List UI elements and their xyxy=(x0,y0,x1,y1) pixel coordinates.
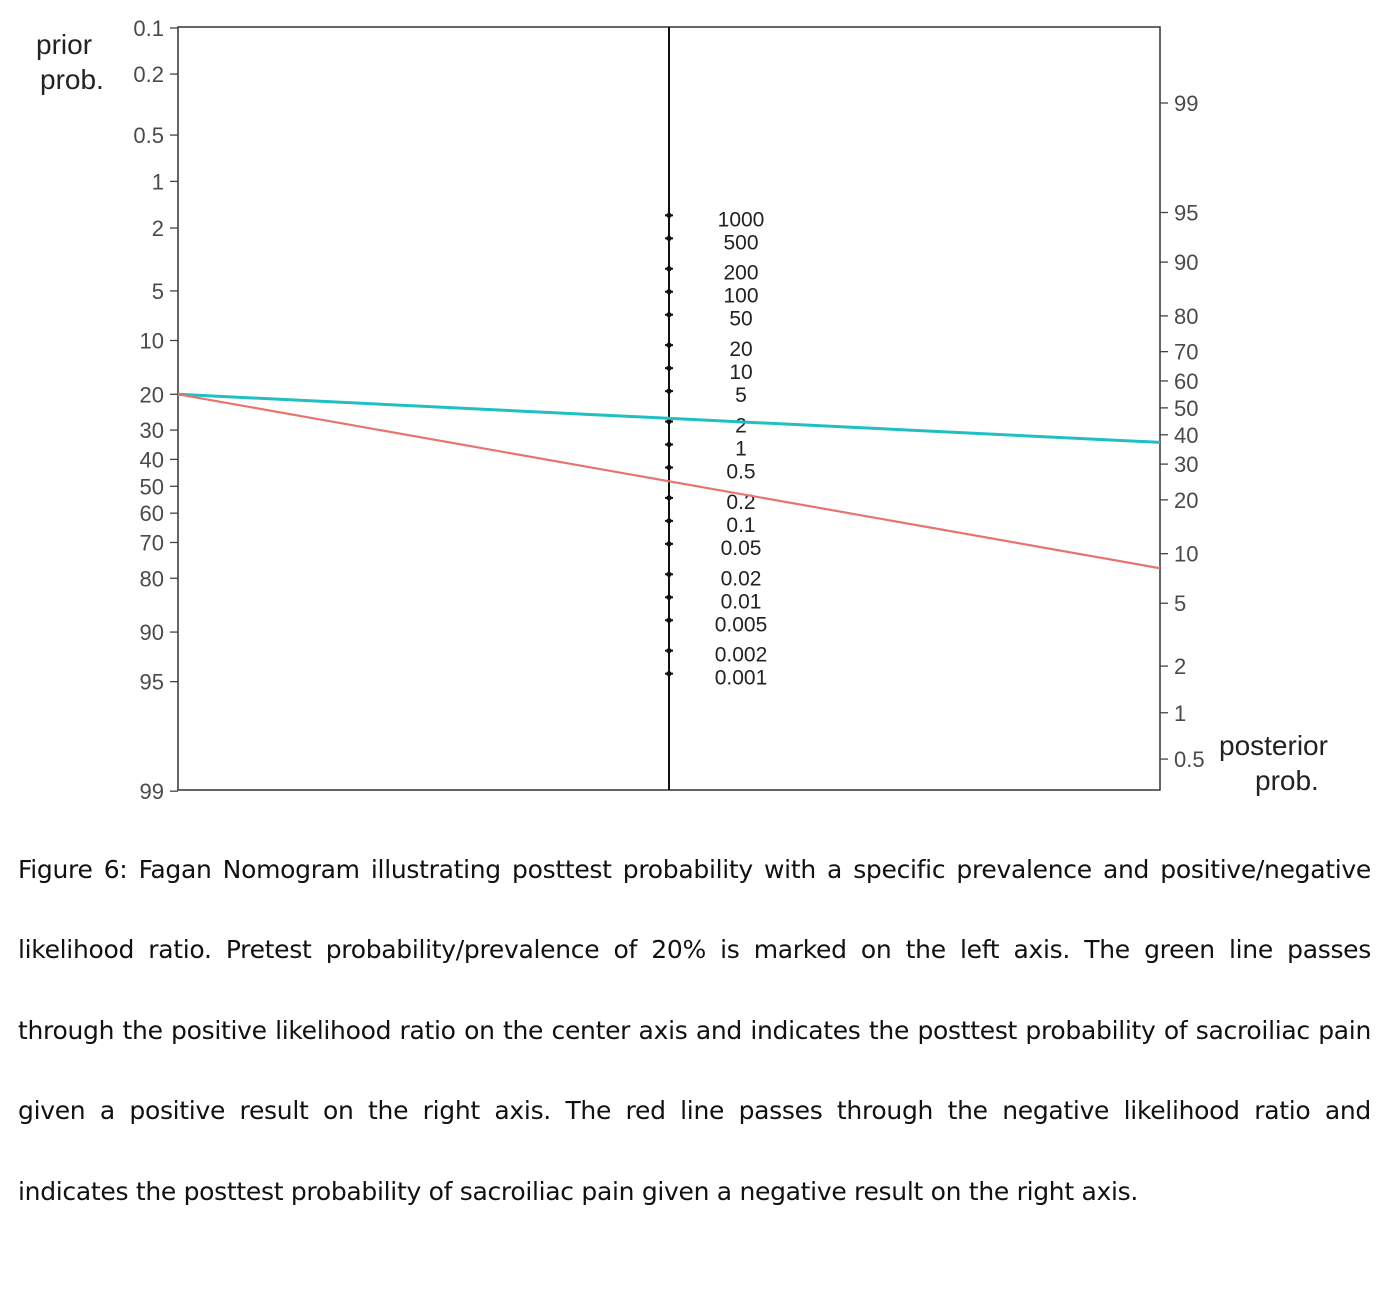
center-tick-dot xyxy=(666,648,672,654)
right-tick-label: 5 xyxy=(1174,591,1186,616)
center-axis: 10005002001005020105210.50.20.10.050.020… xyxy=(665,208,768,690)
left-tick-label: 0.5 xyxy=(133,123,164,148)
center-tick-label: 0.005 xyxy=(715,613,768,636)
right-tick-label: 90 xyxy=(1174,250,1198,275)
center-tick-label: 500 xyxy=(723,231,758,254)
center-tick-label: 0.001 xyxy=(715,667,768,690)
right-axis-title-line1: posterior xyxy=(1219,730,1328,761)
center-tick-dot xyxy=(666,212,672,218)
right-tick-label: 30 xyxy=(1174,452,1198,477)
center-tick-dot xyxy=(666,518,672,524)
center-tick-label: 5 xyxy=(735,384,747,407)
center-tick-dot xyxy=(666,289,672,295)
left-tick-label: 95 xyxy=(140,670,164,695)
left-tick-label: 70 xyxy=(140,530,164,555)
right-tick-label: 0.5 xyxy=(1174,747,1205,772)
center-tick-label: 20 xyxy=(729,338,752,361)
center-tick-label: 0.02 xyxy=(721,567,762,590)
figure-caption: Figure 6: Fagan Nomogram illustrating po… xyxy=(18,855,1371,1206)
center-tick-dot xyxy=(666,441,672,448)
center-tick-label: 1 xyxy=(735,438,747,461)
right-axis-title-line2: prob. xyxy=(1255,765,1319,796)
center-tick-dot xyxy=(666,312,672,318)
center-tick-dot xyxy=(666,342,672,348)
center-tick-dot xyxy=(666,365,672,371)
center-tick-label: 10 xyxy=(729,361,752,384)
right-tick-label: 60 xyxy=(1174,369,1198,394)
right-tick-label: 40 xyxy=(1174,423,1198,448)
center-tick-dot xyxy=(666,266,672,272)
right-tick-label: 20 xyxy=(1174,488,1198,513)
center-tick-dot xyxy=(666,418,672,425)
left-tick-label: 30 xyxy=(140,418,164,443)
center-tick-dot xyxy=(666,541,672,547)
negative-lr-line xyxy=(177,393,1161,570)
center-tick-label: 50 xyxy=(729,308,752,331)
center-tick-dot xyxy=(666,617,672,623)
nomogram-lines xyxy=(177,392,1161,570)
center-tick-label: 0.5 xyxy=(726,460,755,483)
center-tick-label: 200 xyxy=(723,262,758,285)
positive-lr-line xyxy=(177,392,1161,444)
left-tick-label: 10 xyxy=(140,328,164,353)
center-tick-label: 2 xyxy=(735,415,747,438)
center-tick-label: 0.002 xyxy=(715,644,768,667)
left-axis-title-line1: prior xyxy=(36,29,92,60)
left-tick-label: 20 xyxy=(140,382,164,407)
right-tick-label: 80 xyxy=(1174,304,1198,329)
center-tick-label: 100 xyxy=(723,285,758,308)
center-tick-dot xyxy=(666,388,672,394)
left-tick-label: 5 xyxy=(152,279,164,304)
left-tick-label: 60 xyxy=(140,501,164,526)
center-tick-label: 1000 xyxy=(718,208,765,231)
center-tick-dot xyxy=(666,235,672,241)
center-tick-label: 0.1 xyxy=(726,514,755,537)
right-tick-label: 1 xyxy=(1174,701,1186,726)
left-tick-label: 50 xyxy=(140,474,164,499)
center-tick-label: 0.05 xyxy=(721,537,762,560)
left-tick-label: 40 xyxy=(140,447,164,472)
center-tick-dot xyxy=(666,594,672,600)
left-tick-label: 2 xyxy=(152,216,164,241)
right-tick-label: 99 xyxy=(1174,91,1198,116)
center-tick-dot xyxy=(666,495,672,501)
center-tick-label: 0.01 xyxy=(721,590,762,613)
center-tick-label: 0.2 xyxy=(726,491,755,514)
right-tick-label: 10 xyxy=(1174,542,1198,567)
left-axis-title-line2: prob. xyxy=(40,64,104,95)
center-tick-dot xyxy=(666,571,672,577)
left-tick-label: 99 xyxy=(140,779,164,804)
left-tick-label: 80 xyxy=(140,566,164,591)
left-tick-label: 0.1 xyxy=(133,16,164,41)
left-tick-label: 0.2 xyxy=(133,62,164,87)
right-tick-label: 50 xyxy=(1174,396,1198,421)
center-tick-dot xyxy=(666,464,672,471)
left-tick-label: 90 xyxy=(140,620,164,645)
left-tick-label: 1 xyxy=(152,169,164,194)
center-tick-dot xyxy=(666,671,672,677)
right-tick-label: 70 xyxy=(1174,340,1198,365)
right-tick-label: 95 xyxy=(1174,201,1198,226)
right-tick-label: 2 xyxy=(1174,654,1186,679)
